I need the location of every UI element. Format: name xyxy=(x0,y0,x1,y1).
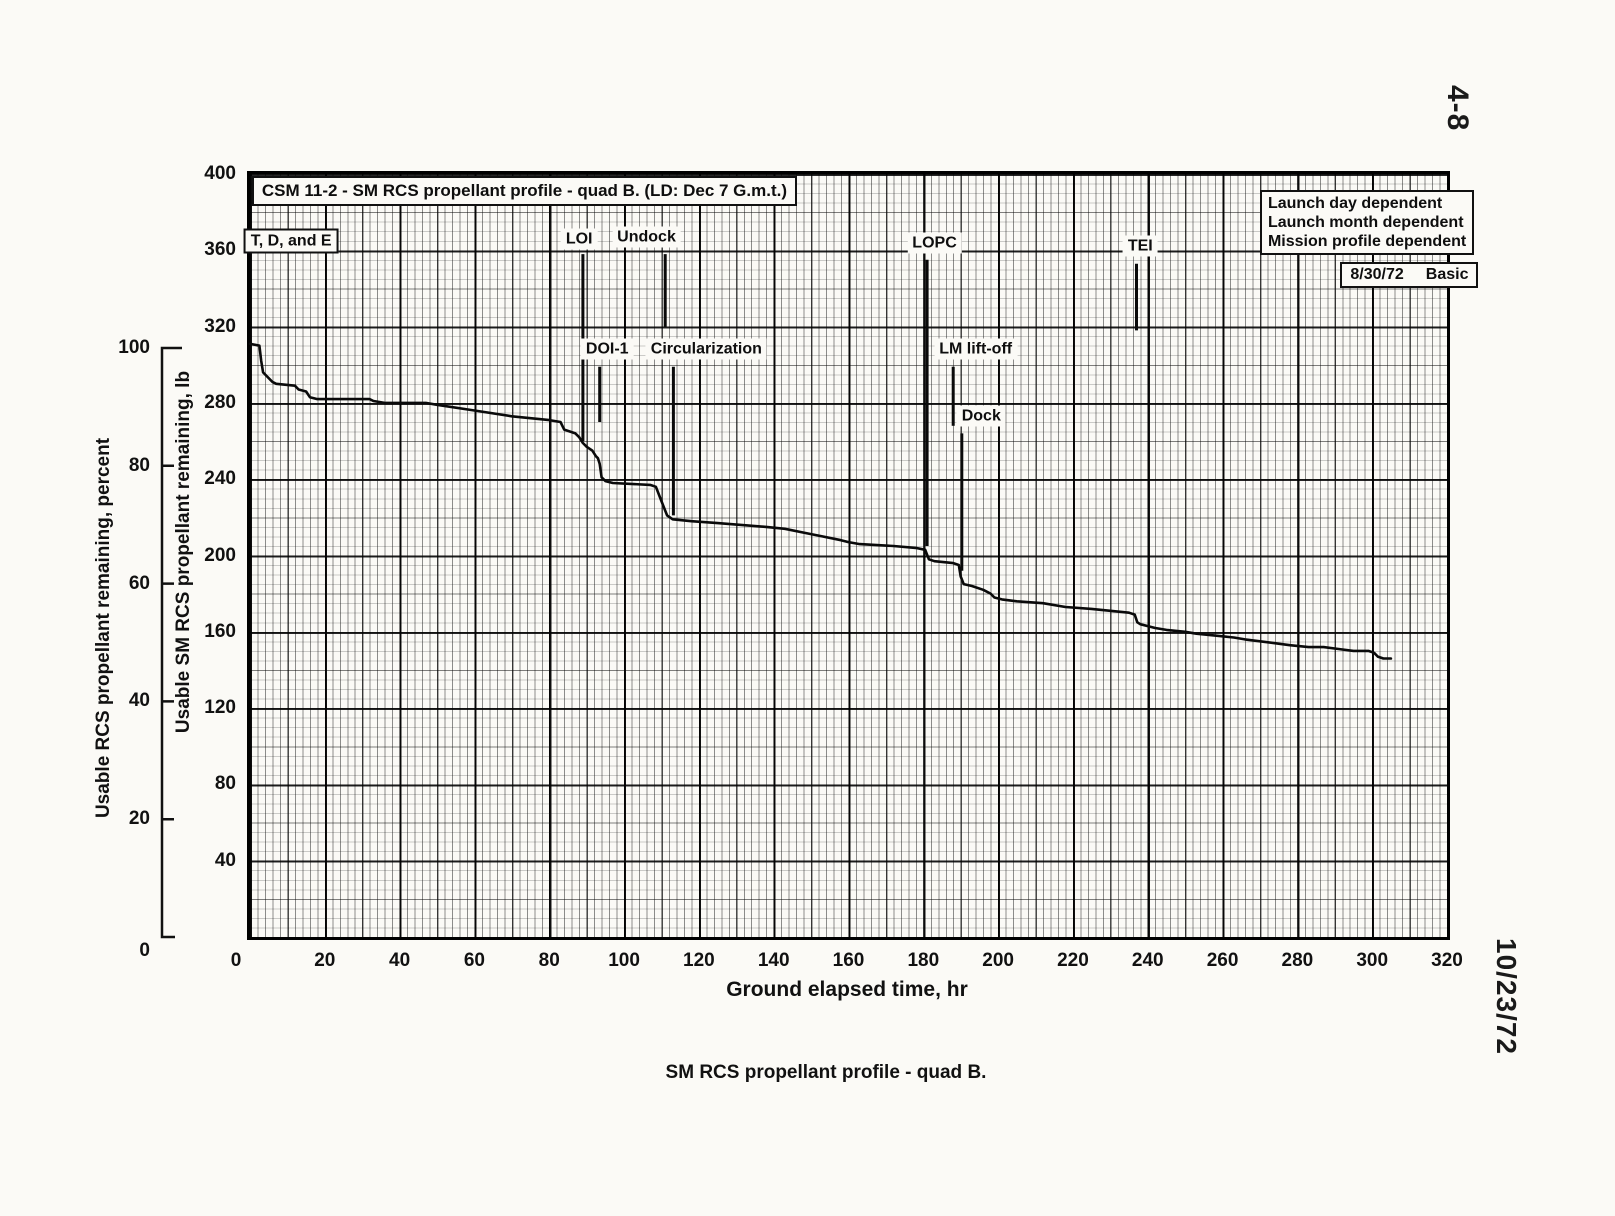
x-tick-label: 0 xyxy=(230,950,242,971)
page-number: 4-8 xyxy=(1441,85,1474,132)
x-tick-label: 20 xyxy=(314,950,336,971)
event-label-lm-lift-off: LM lift-off xyxy=(934,338,1018,360)
notes-box: Launch day dependent Launch month depende… xyxy=(1259,190,1475,256)
x-tick-label: 260 xyxy=(1206,950,1239,971)
x-axis-title: Ground elapsed time, hr xyxy=(726,978,968,1001)
chart-caption: SM RCS propellant profile - quad B. xyxy=(665,1062,987,1083)
x-tick-label: 240 xyxy=(1131,950,1164,971)
x-tick-label: 40 xyxy=(389,950,411,971)
x-tick-label: 300 xyxy=(1356,950,1389,971)
percent-tick-label: 0 xyxy=(139,940,150,961)
note-line: Launch month dependent xyxy=(1267,214,1464,232)
event-label-tei: TEI xyxy=(1122,235,1158,257)
note-line: Launch day dependent xyxy=(1267,195,1443,213)
x-tick-label: 220 xyxy=(1057,950,1089,971)
x-tick-label: 280 xyxy=(1281,950,1314,971)
percent-tick-label: 20 xyxy=(128,808,150,830)
lb-tick-label: 80 xyxy=(214,773,236,795)
percent-tick-label: 80 xyxy=(128,454,150,476)
lb-tick-label: 320 xyxy=(204,315,236,337)
lb-tick-label: 120 xyxy=(204,697,236,719)
event-label-loi: LOI xyxy=(560,228,598,250)
x-tick-label: 180 xyxy=(907,950,940,971)
x-tick-label: 60 xyxy=(463,950,485,971)
revision-date: 8/30/72 xyxy=(1350,265,1404,283)
event-label-undock: Undock xyxy=(612,226,681,248)
percent-tick-label: 60 xyxy=(128,572,150,594)
event-label-lopc: LOPC xyxy=(907,232,962,254)
lb-tick-label: 360 xyxy=(204,239,236,261)
event-label-t-d-and-e: T, D, and E xyxy=(243,228,339,254)
lb-tick-label: 240 xyxy=(204,468,236,490)
event-label-circularization: Circularization xyxy=(645,338,767,360)
percent-tick-label: 100 xyxy=(118,337,150,358)
percent-axis-title: Usable RCS propellant remaining, percent xyxy=(93,437,114,819)
x-tick-label: 320 xyxy=(1431,950,1463,971)
x-tick-label: 120 xyxy=(683,950,715,971)
lb-tick-label: 40 xyxy=(214,849,236,871)
percent-tick-label: 40 xyxy=(128,690,150,712)
chart-title-box: CSM 11-2 - SM RCS propellant profile - q… xyxy=(251,175,798,206)
date-stamp: 10/23/72 xyxy=(1491,938,1522,1055)
x-tick-label: 200 xyxy=(982,950,1014,971)
plot-grid xyxy=(247,171,1450,940)
lb-tick-label: 200 xyxy=(204,544,236,566)
note-line: Mission profile dependent xyxy=(1267,233,1467,251)
x-tick-label: 140 xyxy=(757,950,790,971)
revision-status: Basic xyxy=(1425,265,1469,283)
x-tick-label: 100 xyxy=(608,950,640,971)
lb-tick-label: 160 xyxy=(204,620,236,642)
event-label-doi-1: DOI-1 xyxy=(580,338,634,360)
x-tick-label: 160 xyxy=(832,950,865,971)
x-tick-label: 80 xyxy=(538,950,560,971)
event-label-dock: Dock xyxy=(956,405,1006,427)
lb-tick-label: 280 xyxy=(204,391,236,413)
lb-tick-label: 400 xyxy=(204,163,236,184)
revision-box: 8/30/72 Basic xyxy=(1340,261,1479,288)
